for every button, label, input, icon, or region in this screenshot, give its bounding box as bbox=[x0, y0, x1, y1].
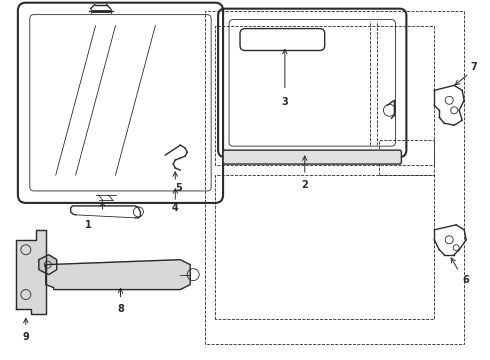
FancyBboxPatch shape bbox=[223, 150, 401, 164]
Polygon shape bbox=[39, 255, 57, 275]
Text: 4: 4 bbox=[172, 203, 179, 213]
Polygon shape bbox=[16, 230, 46, 315]
Text: 3: 3 bbox=[281, 97, 288, 107]
Polygon shape bbox=[46, 260, 190, 289]
Text: 5: 5 bbox=[175, 183, 182, 193]
Text: 9: 9 bbox=[23, 332, 29, 342]
Text: 7: 7 bbox=[471, 62, 477, 72]
Text: 6: 6 bbox=[463, 275, 469, 285]
Text: 1: 1 bbox=[85, 220, 92, 230]
Text: 8: 8 bbox=[117, 305, 124, 315]
Text: 2: 2 bbox=[301, 180, 308, 190]
